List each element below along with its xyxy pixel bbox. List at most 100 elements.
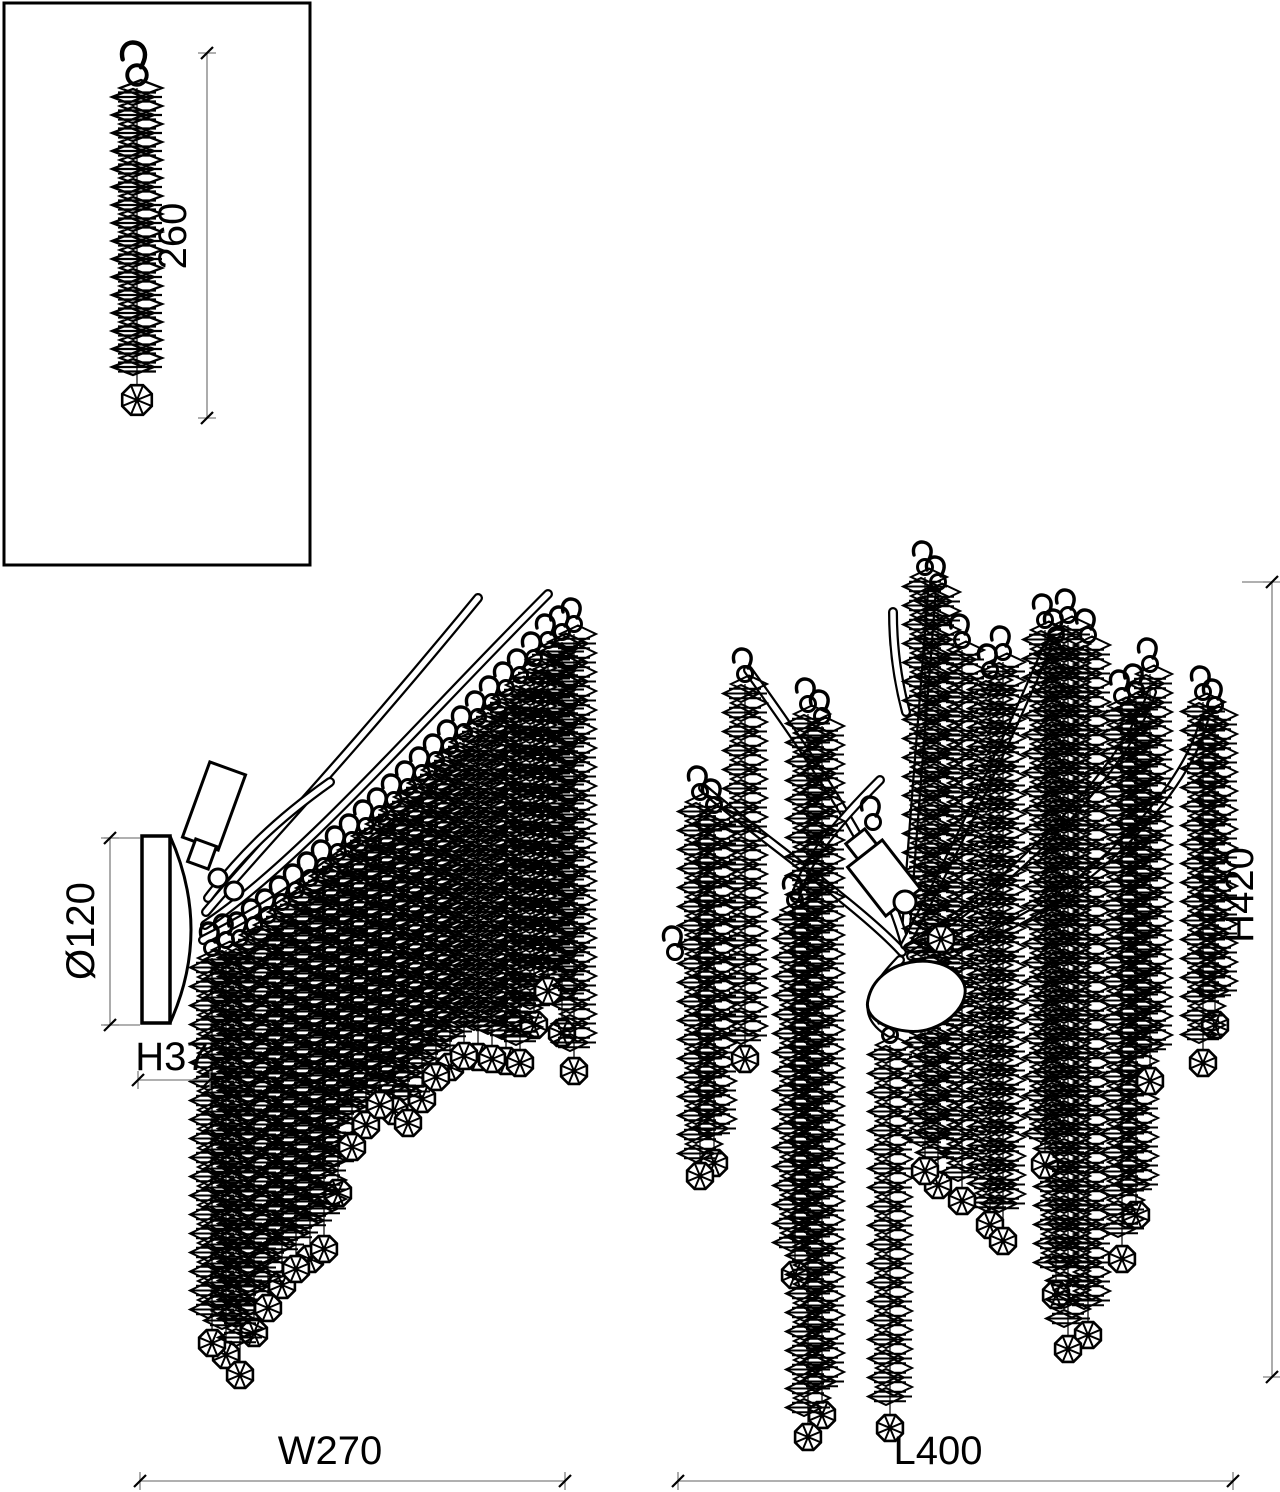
octagon-bead [477, 1044, 507, 1074]
octagon-bead [1030, 1150, 1060, 1180]
octagon-bead [281, 1254, 311, 1284]
dimension-label: 260 [151, 203, 195, 270]
crystal-strand [1097, 669, 1147, 1274]
octagon-bead [730, 1044, 760, 1074]
octagon-bead [505, 1048, 535, 1078]
octagon-bead [253, 1293, 283, 1323]
crystal-strand [215, 911, 265, 1390]
strand-layer-front [675, 540, 1228, 1452]
crystal-strand [327, 813, 377, 1162]
dimension-label: Ø120 [59, 882, 103, 980]
crystal-strand [1020, 593, 1070, 1180]
dimension-H37: H37 [131, 1035, 217, 1089]
inset-detail-panel: 260 [2, 1, 312, 567]
hanger-hook-icon [794, 677, 817, 713]
hanger-hook-icon [198, 921, 221, 957]
crystal-strand [1043, 588, 1093, 1364]
wall-mount-plate [140, 834, 193, 1025]
hanger-hook-icon [1189, 665, 1212, 701]
hanger-hook-icon [661, 925, 684, 961]
octagon-bead [533, 976, 563, 1006]
hanger-hook-icon [478, 675, 501, 711]
hanger-hook-icon [119, 40, 149, 87]
dimension-L400: L400 [671, 1429, 1240, 1490]
dimension-label: H37 [135, 1035, 208, 1079]
hanger-hook-icon [310, 839, 333, 875]
hanger-hook-icon [506, 648, 529, 684]
crystal-strand [108, 40, 166, 417]
hanger-hook-icon [338, 813, 361, 849]
octagon-bead [197, 1328, 227, 1358]
hanger-hook-icon [911, 540, 934, 576]
octagon-bead [926, 924, 956, 954]
hanger-hook-icon [534, 613, 557, 649]
hanger-hook-icon [560, 597, 583, 633]
hanger-hook-icon [1108, 669, 1131, 705]
octagon-bead [875, 1413, 905, 1443]
crystal-strand [783, 677, 833, 1452]
octagon-bead [988, 1226, 1018, 1256]
crystal-strand [1178, 665, 1228, 1078]
hanger-hook-icon [1136, 637, 1159, 673]
strand-layer-front [187, 597, 599, 1390]
octagon-bead [1107, 1244, 1137, 1274]
hanger-hook-icon [859, 795, 882, 831]
octagon-bead [225, 1360, 255, 1390]
hanger-hook-icon [1031, 593, 1054, 629]
crystal-strand [299, 839, 349, 1264]
dimension-label: W270 [278, 1429, 383, 1473]
bottom-dimensions: W270 [133, 1429, 572, 1490]
octagon-bead [947, 1186, 977, 1216]
hanger-hook-icon [1054, 588, 1077, 624]
octagon-bead [685, 1161, 715, 1191]
left-view-side-elevation: Ø120 H37 [59, 589, 599, 1390]
dimension-label: H420 [1218, 847, 1262, 943]
right-view-front-elevation: H420 [661, 540, 1280, 1452]
octagon-bead [793, 1422, 823, 1452]
crystal-strand [439, 705, 489, 1071]
octagon-bead [1188, 1048, 1218, 1078]
octagon-bead [309, 1234, 339, 1264]
crystal-strand [243, 888, 293, 1323]
octagon-bead [337, 1132, 367, 1162]
crystal-strand [1125, 637, 1175, 1096]
bottom-dimensions: L400 [671, 1429, 1240, 1490]
octagon-bead [421, 1062, 451, 1092]
octagon-bead [1135, 1066, 1165, 1096]
crystal-strand [675, 765, 725, 1191]
crystal-strand [720, 647, 770, 1074]
hanger-hook-icon [366, 787, 389, 823]
hanger-hook-icon [254, 888, 277, 924]
crystal-strand [271, 863, 321, 1284]
hanger-hook-icon [422, 733, 445, 769]
hanger-hook-icon [948, 613, 971, 649]
hanger-hook-icon [989, 625, 1012, 661]
hanger-hook-icon [394, 760, 417, 796]
octagon-bead [120, 383, 154, 417]
octagon-bead [1053, 1334, 1083, 1364]
dimension-260: 260 [151, 46, 216, 425]
octagon-bead [807, 1400, 837, 1430]
leaf-element [866, 959, 967, 1033]
octagon-bead [1073, 1320, 1103, 1350]
dimension-label: L400 [894, 1429, 983, 1473]
hanger-hook-icon [282, 863, 305, 899]
hanger-hook-icon [450, 705, 473, 741]
crystal-strand [355, 787, 405, 1120]
dimension-W270: W270 [133, 1429, 572, 1490]
octagon-bead [393, 1108, 423, 1138]
hanger-hook-icon [686, 765, 709, 801]
crystal-strand [978, 625, 1028, 1256]
crystal-strand [411, 733, 461, 1092]
octagon-bead [449, 1041, 479, 1071]
dimension-H420: H420 [1218, 575, 1280, 1384]
octagon-bead [365, 1090, 395, 1120]
lamp-socket [843, 826, 923, 919]
octagon-bead [910, 1156, 940, 1186]
hanger-hook-icon [731, 647, 754, 683]
crystal-strand [865, 1008, 915, 1443]
lamp-socket-cylinder [180, 759, 248, 902]
crystal-strand [549, 597, 599, 1086]
